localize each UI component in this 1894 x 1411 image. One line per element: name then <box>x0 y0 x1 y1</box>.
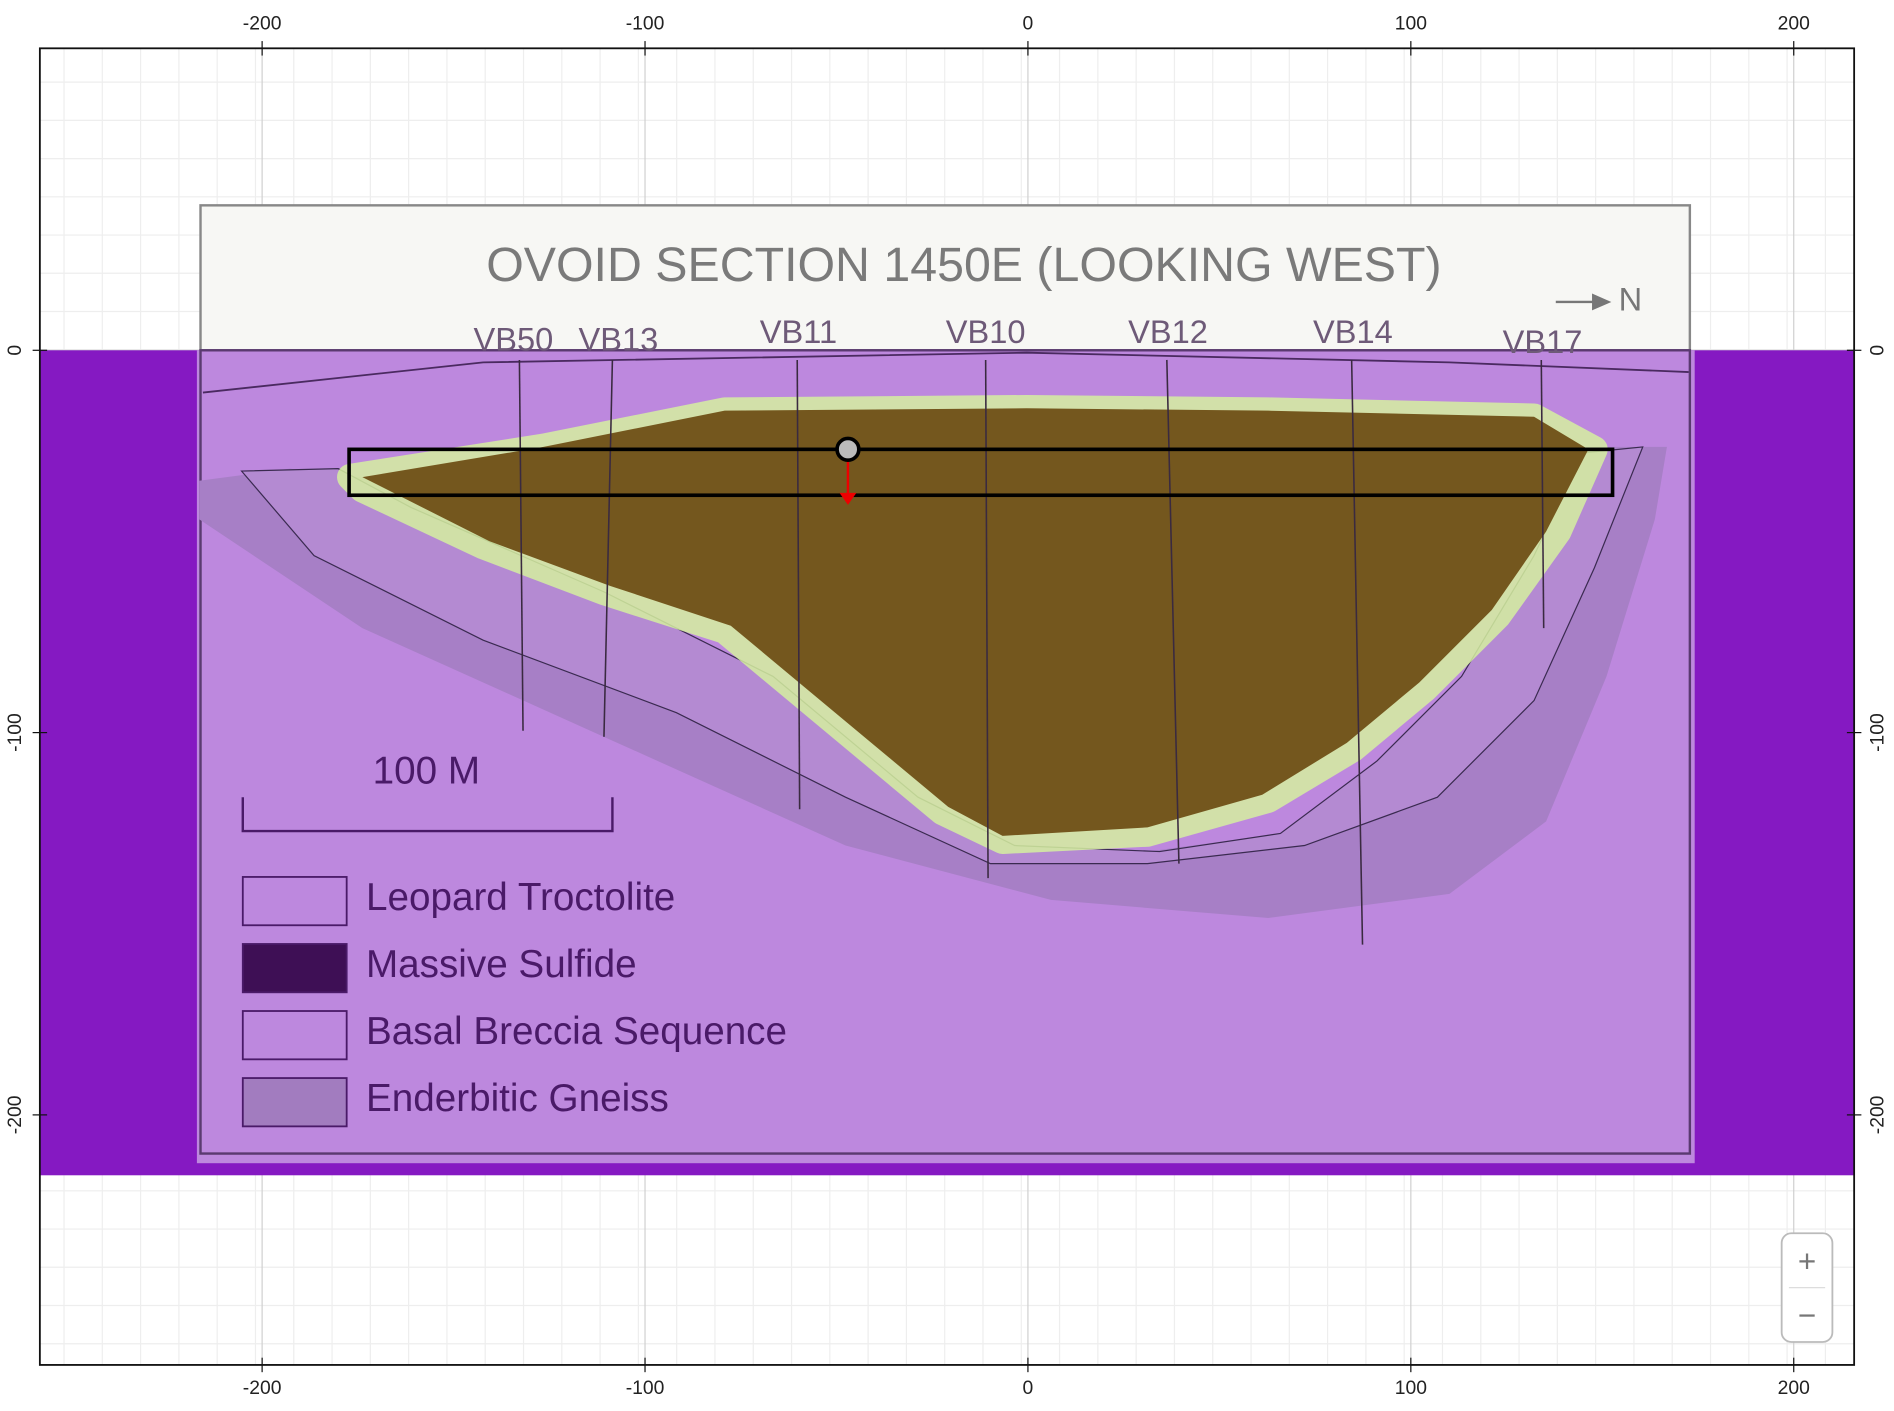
x-tick-label: -200 <box>243 13 282 34</box>
drillhole-label: VB14 <box>1313 313 1393 350</box>
selection-box[interactable] <box>347 447 1615 498</box>
marker-arrow-head <box>839 492 857 505</box>
section-title: OVOID SECTION 1450E (LOOKING WEST) <box>486 238 1441 292</box>
x-tick-label: 200 <box>1778 1378 1810 1399</box>
drillhole <box>984 359 989 879</box>
drillholes: VB50 VB13 VB11 VB10 VB12 VB14 VB17 <box>473 313 1583 945</box>
legend-label: Basal Breccia Sequence <box>366 1010 787 1053</box>
zoom-out[interactable]: − <box>1798 1298 1816 1333</box>
x-tick-label: -100 <box>626 13 665 34</box>
drillhole-label: VB12 <box>1128 313 1208 350</box>
section-paper <box>199 204 1692 352</box>
drillhole-label: VB11 <box>760 313 837 350</box>
scale-label: 100 M <box>373 749 480 792</box>
legend-label: Enderbitic Gneiss <box>366 1077 669 1120</box>
legend-swatch <box>241 1010 348 1061</box>
y-tick-label: 0 <box>1867 345 1888 356</box>
zoom-in[interactable]: + <box>1798 1244 1816 1279</box>
drillhole-label: VB50 <box>473 320 553 357</box>
north-arrow-head <box>1592 293 1612 311</box>
y-tick-label: -200 <box>5 1096 26 1135</box>
drillhole <box>518 359 524 731</box>
x-tick-label: -100 <box>626 1378 665 1399</box>
y-tick-label: 0 <box>5 345 26 356</box>
x-tick-label: 0 <box>1023 1378 1034 1399</box>
x-tick-label: 100 <box>1395 13 1427 34</box>
legend-label: Leopard Troctolite <box>366 876 675 919</box>
drillhole <box>796 359 801 810</box>
legend-swatch <box>241 943 348 994</box>
axes: -200 -200 -100 -100 0 0 100 100 200 200 0 0 -100 -100… <box>5 13 1889 1399</box>
y-tick-label: -100 <box>1867 713 1888 752</box>
drillhole-label: VB17 <box>1503 323 1583 360</box>
drillhole <box>1350 359 1364 945</box>
section-frame <box>199 349 1692 1155</box>
drillhole-label: VB10 <box>946 313 1026 350</box>
axis-frame <box>38 47 1856 1366</box>
x-tick-label: -200 <box>243 1378 282 1399</box>
x-tick-label: 0 <box>1023 13 1034 34</box>
legend: Leopard Troctolite Massive Sulfide Basal B… <box>241 876 787 1128</box>
y-tick-label: -100 <box>5 713 26 752</box>
x-tick-label: 100 <box>1395 1378 1427 1399</box>
scale-bar <box>241 797 614 833</box>
legend-swatch <box>241 1077 348 1128</box>
drillhole-label: VB13 <box>579 320 659 357</box>
ore-body <box>362 408 1589 836</box>
surface-line <box>202 351 1689 394</box>
north-label: N <box>1619 281 1643 318</box>
x-tick-label: 200 <box>1778 13 1810 34</box>
legend-label: Massive Sulfide <box>366 943 637 986</box>
drillhole <box>1166 359 1180 864</box>
position-marker[interactable] <box>835 436 861 463</box>
y-tick-label: -200 <box>1867 1096 1888 1135</box>
drillhole <box>603 359 614 737</box>
legend-swatch <box>241 876 348 927</box>
